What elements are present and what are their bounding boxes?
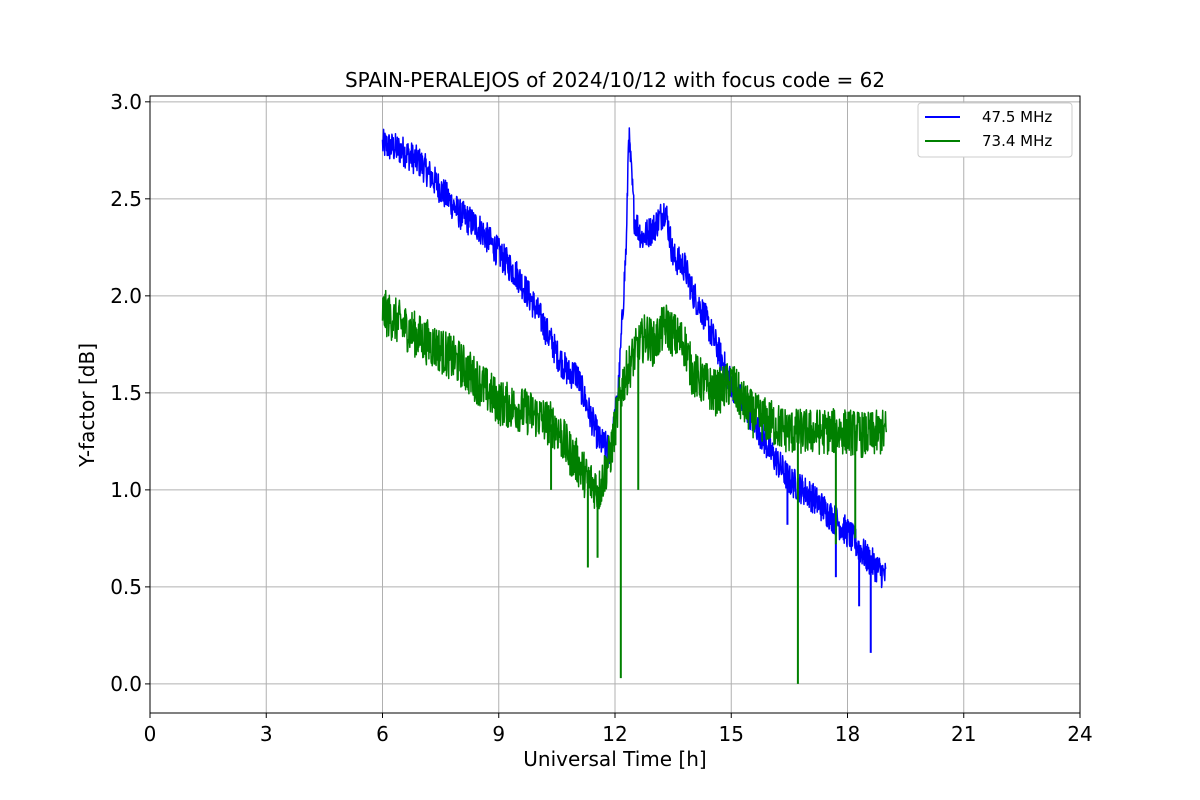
y-tick-label: 1.0 (110, 478, 142, 502)
x-tick-label: 9 (492, 722, 505, 746)
y-tick-label: 0.5 (110, 575, 142, 599)
chart-title: SPAIN-PERALEJOS of 2024/10/12 with focus… (345, 68, 885, 92)
series-line-47-5-mhz (381, 127, 887, 589)
x-axis-label: Universal Time [h] (523, 747, 706, 771)
legend-label-47-5: 47.5 MHz (982, 108, 1052, 126)
x-tick-label: 15 (719, 722, 744, 746)
series-line-73-4-mhz (381, 289, 888, 510)
x-tick-label: 18 (835, 722, 860, 746)
x-axis-ticks: 0 3 6 9 12 15 18 21 24 (144, 713, 1093, 746)
x-tick-label: 21 (951, 722, 976, 746)
x-tick-label: 12 (602, 722, 627, 746)
y-axis-label: Y-factor [dB] (75, 343, 99, 468)
y-tick-label: 2.0 (110, 284, 142, 308)
y-tick-label: 3.0 (110, 90, 142, 114)
series-layer (381, 127, 888, 684)
x-tick-label: 6 (376, 722, 389, 746)
y-tick-label: 0.0 (110, 672, 142, 696)
legend: 47.5 MHz 73.4 MHz (917, 102, 1073, 158)
legend-label-73-4: 73.4 MHz (982, 132, 1052, 150)
y-axis-ticks: 0.0 0.5 1.0 1.5 2.0 2.5 3.0 (110, 90, 150, 696)
x-tick-label: 24 (1067, 722, 1092, 746)
y-tick-label: 2.5 (110, 187, 142, 211)
y-tick-label: 1.5 (110, 381, 142, 405)
x-tick-label: 0 (144, 722, 157, 746)
x-tick-label: 3 (260, 722, 273, 746)
